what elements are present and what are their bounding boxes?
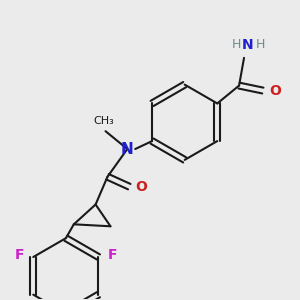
Text: F: F — [108, 248, 117, 262]
Text: N: N — [242, 38, 254, 52]
Text: O: O — [135, 180, 147, 194]
Text: H: H — [256, 38, 266, 52]
Text: F: F — [15, 248, 24, 262]
Text: H: H — [231, 38, 241, 52]
Text: CH₃: CH₃ — [93, 116, 114, 126]
Text: O: O — [269, 84, 281, 98]
Text: N: N — [121, 142, 134, 157]
